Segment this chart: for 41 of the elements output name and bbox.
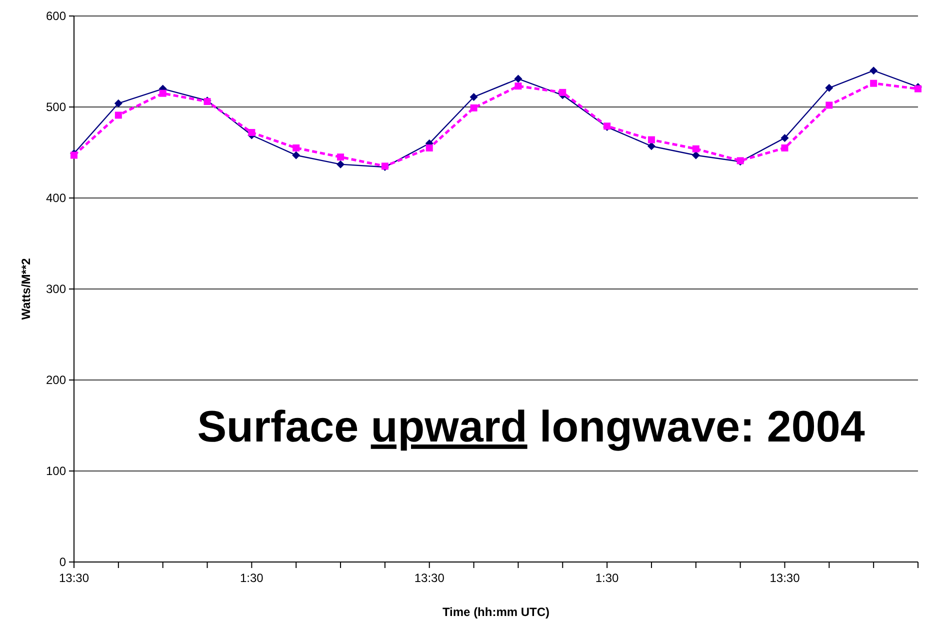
point: [825, 84, 834, 92]
x-tick-label: 13:30: [770, 571, 800, 585]
point: [648, 136, 655, 144]
point: [914, 85, 922, 92]
x-tick-label: 1:30: [240, 571, 264, 585]
point: [470, 92, 478, 101]
x-tick-label: 13:30: [58, 571, 90, 585]
point: [426, 144, 433, 152]
point: [337, 154, 344, 161]
point: [114, 99, 122, 108]
point: [647, 142, 656, 150]
point: [826, 102, 833, 109]
point: [870, 80, 878, 87]
y-tick-label: 500: [46, 100, 66, 114]
x-axis-title: Time (hh:mm UTC): [442, 605, 550, 619]
point: [781, 144, 788, 152]
y-tick-label: 100: [46, 464, 66, 478]
point: [559, 88, 566, 96]
point: [70, 152, 78, 159]
y-tick-label: 200: [46, 373, 66, 387]
point: [780, 134, 789, 142]
point: [292, 144, 300, 152]
text: Surface upward longwave: 2004: [197, 402, 866, 452]
point: [114, 112, 122, 119]
y-axis-title: Watts/M**2: [19, 258, 33, 320]
y-tick-label: 400: [46, 191, 66, 205]
point: [514, 74, 522, 83]
point: [692, 151, 700, 160]
point: [514, 82, 522, 90]
y-tick-label: 300: [46, 282, 66, 296]
point: [248, 128, 256, 136]
x-tick-label: 13:30: [414, 571, 445, 585]
y-tick-label: 0: [59, 555, 66, 569]
point: [159, 90, 166, 97]
point: [336, 160, 345, 168]
point: [692, 145, 700, 152]
y-tick-label: 600: [46, 9, 66, 23]
point: [292, 151, 300, 160]
x-tick-label: 1:30: [595, 571, 620, 585]
point: [870, 66, 878, 75]
point: [470, 104, 478, 112]
